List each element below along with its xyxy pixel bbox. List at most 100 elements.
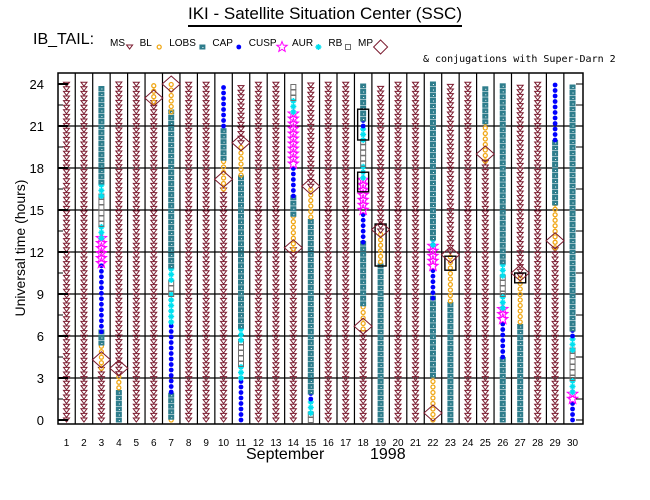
- ms-marker: [62, 192, 71, 198]
- ms-marker: [132, 224, 141, 230]
- bl-marker: [290, 224, 297, 230]
- ms-marker: [271, 394, 280, 400]
- ms-marker: [219, 224, 228, 230]
- ms-marker: [132, 201, 141, 207]
- ms-marker: [271, 81, 280, 88]
- cap-marker: [552, 93, 558, 99]
- bl-marker: [430, 411, 436, 418]
- lobs-marker-dot: [380, 332, 382, 333]
- conjugation-note: & conjugations with Super-Darn 2: [423, 54, 616, 65]
- ms-marker: [533, 320, 542, 327]
- segment-lobs: [360, 83, 367, 122]
- ms-marker: [376, 173, 385, 179]
- ms-marker: [341, 242, 350, 249]
- ms-marker: [254, 330, 263, 336]
- ms-marker: [306, 133, 315, 139]
- ms-marker: [446, 226, 455, 232]
- ms-marker: [411, 343, 420, 350]
- lobs-marker-dot: [310, 232, 312, 234]
- ms-marker: [551, 316, 560, 322]
- ms-marker: [62, 330, 71, 336]
- ms-marker: [359, 339, 368, 345]
- lobs-marker-dot: [555, 197, 557, 199]
- ms-marker: [62, 403, 71, 410]
- ms-marker: [446, 157, 455, 163]
- ms-marker: [184, 353, 193, 359]
- bl-marker: [290, 246, 297, 252]
- ms-marker: [516, 116, 525, 123]
- cap-marker: [238, 401, 244, 406]
- ms-marker: [463, 247, 472, 253]
- ms-marker: [411, 169, 420, 175]
- ms-marker: [149, 182, 158, 189]
- ms-marker: [324, 261, 333, 267]
- ms-marker: [376, 85, 385, 92]
- bl-marker: [168, 98, 174, 104]
- ms-marker: [463, 311, 472, 318]
- ms-marker: [79, 155, 88, 161]
- ms-marker: [184, 228, 193, 235]
- ms-marker: [376, 136, 385, 142]
- ms-marker: [254, 261, 263, 267]
- ms-marker: [184, 159, 193, 166]
- segment-lobs: [98, 86, 105, 185]
- ms-marker: [202, 228, 211, 235]
- rb-marker: [569, 364, 576, 370]
- ms-marker: [184, 215, 193, 221]
- ms-marker: [411, 155, 420, 161]
- ms-marker: [219, 238, 228, 244]
- ms-marker: [463, 104, 472, 111]
- ms-marker: [463, 109, 472, 115]
- ms-marker: [202, 389, 211, 396]
- lobs-marker-dot: [241, 205, 242, 207]
- ms-marker: [62, 385, 71, 391]
- ms-marker: [184, 371, 193, 377]
- lobs-marker-dot: [572, 114, 574, 116]
- ms-marker: [481, 380, 490, 387]
- ms-marker: [516, 185, 525, 192]
- conjugation-box: [356, 171, 370, 193]
- lobs-marker-dot: [241, 177, 242, 179]
- ms-marker: [341, 320, 350, 327]
- ms-marker: [411, 141, 420, 147]
- ms-marker: [149, 201, 158, 207]
- ms-marker: [114, 362, 123, 368]
- ms-marker: [324, 325, 333, 331]
- x-tick-label: 5: [134, 438, 140, 449]
- ms-marker: [341, 247, 350, 253]
- ms-marker: [271, 256, 280, 262]
- ms-marker: [411, 127, 420, 134]
- aur-marker: [168, 266, 175, 272]
- lobs-marker-dot: [502, 102, 504, 104]
- bl-marker: [168, 109, 174, 115]
- cusp-marker: [94, 241, 108, 254]
- ms-marker: [202, 251, 211, 258]
- day-column-7: [161, 75, 181, 423]
- ms-marker: [184, 178, 193, 184]
- bl-marker: [517, 291, 523, 298]
- aur-marker: [569, 389, 576, 395]
- ms-marker: [533, 302, 542, 308]
- ms-marker: [516, 144, 525, 150]
- ms-marker: [149, 357, 158, 364]
- ms-marker: [533, 81, 542, 88]
- segment-lobs: [360, 240, 367, 307]
- cap-marker: [360, 223, 366, 229]
- lobs-marker-dot: [450, 348, 452, 350]
- ms-marker: [132, 90, 141, 97]
- y-tick-label: 24: [30, 77, 44, 92]
- cap-marker: [238, 384, 244, 390]
- ms-marker: [79, 380, 88, 387]
- lobs-marker-dot: [118, 414, 120, 416]
- lobs-marker-dot: [502, 420, 504, 421]
- y-tick-label: 3: [37, 371, 44, 386]
- ms-marker: [114, 219, 123, 225]
- lobs-marker-dot: [572, 290, 574, 292]
- ms-marker: [184, 320, 193, 327]
- ms-marker: [394, 311, 403, 318]
- cap-marker: [99, 268, 104, 274]
- ms-marker: [376, 113, 385, 119]
- lobs-marker-dot: [572, 312, 574, 314]
- lobs-marker-dot: [241, 216, 242, 218]
- ms-marker: [324, 104, 333, 111]
